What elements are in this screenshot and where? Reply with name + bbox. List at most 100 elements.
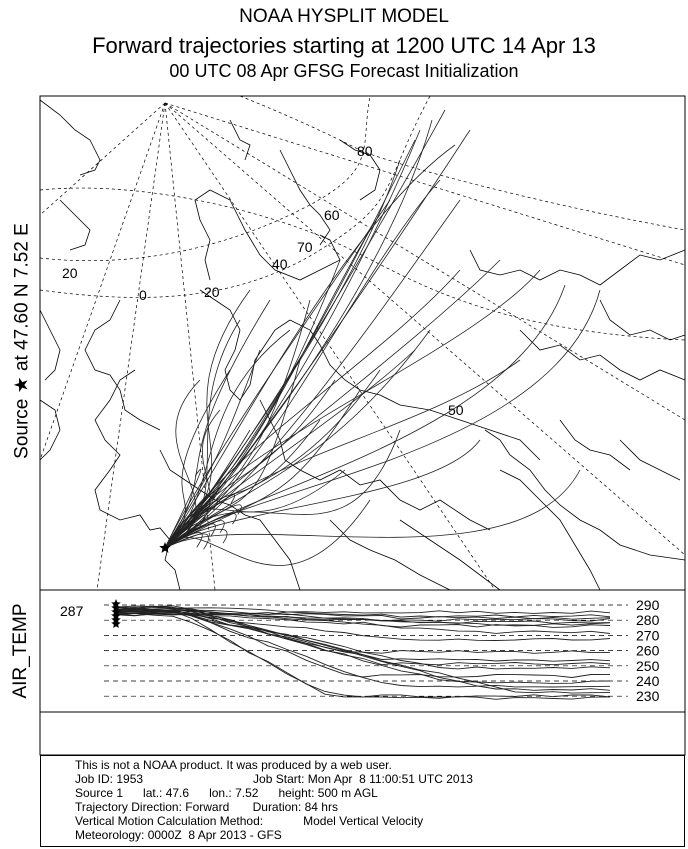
coastline bbox=[619, 439, 681, 481]
trajectory-line bbox=[164, 359, 301, 549]
meridian-line bbox=[39, 102, 166, 216]
coastlines bbox=[39, 99, 686, 591]
temp-curve bbox=[115, 612, 611, 694]
trajectory-line bbox=[164, 533, 210, 550]
coastline bbox=[599, 299, 686, 341]
trajectory-line bbox=[164, 494, 236, 549]
temp-level-label: 240 bbox=[636, 673, 660, 689]
temp-level-label: 270 bbox=[636, 627, 660, 643]
temp-curve bbox=[115, 610, 611, 624]
coastline bbox=[59, 199, 91, 251]
trajectory-line bbox=[164, 528, 179, 549]
trajectory-line bbox=[164, 179, 441, 549]
temp-curve bbox=[115, 610, 611, 617]
trajectory-line bbox=[164, 514, 206, 549]
trajectory-line bbox=[164, 349, 261, 549]
blank-panel bbox=[39, 711, 686, 756]
source-star bbox=[159, 542, 171, 553]
coastline bbox=[39, 399, 61, 461]
trajectory-line bbox=[164, 369, 381, 549]
trajectory-line bbox=[164, 329, 291, 549]
graticule-label: 0 bbox=[139, 287, 147, 303]
meridian-line bbox=[39, 102, 166, 461]
temp-curve bbox=[115, 605, 611, 691]
vertical-method-label: Vertical Motion Calculation Method: bbox=[75, 814, 264, 828]
chart-subtitle: Forward trajectories starting at 1200 UT… bbox=[92, 33, 596, 58]
temp-curve bbox=[115, 610, 611, 700]
meridian-line bbox=[164, 102, 686, 266]
graticule-label: 20 bbox=[62, 265, 78, 281]
trajectory-line bbox=[164, 500, 218, 549]
trajectory-line bbox=[164, 494, 208, 549]
trajectory-line bbox=[164, 504, 242, 549]
trajectory-line bbox=[164, 284, 566, 549]
temp-level-label: 230 bbox=[636, 688, 660, 704]
meridian-line bbox=[164, 102, 686, 556]
temp-curve bbox=[115, 608, 611, 670]
job-start: Job Start: Mon Apr 8 11:00:51 UTC 2013 bbox=[253, 772, 473, 786]
graticule-label: 60 bbox=[324, 207, 340, 223]
info-source: Source 1 lat.: 47.6 lon.: 7.52 height: 5… bbox=[75, 786, 378, 800]
temp-level-label: 260 bbox=[636, 643, 660, 659]
job-id: Job ID: 1953 bbox=[75, 772, 144, 786]
temp-curve bbox=[115, 612, 611, 641]
temp-curve bbox=[115, 607, 611, 626]
forecast-init: 00 UTC 08 Apr GFSG Forecast Initializati… bbox=[169, 61, 519, 81]
temp-level-label: 280 bbox=[636, 612, 660, 628]
temp-curve bbox=[115, 613, 611, 628]
trajectory-line bbox=[164, 379, 201, 549]
graticule-labels: 20 0 20 40 50 60 70 80 bbox=[62, 143, 464, 418]
meridian-line bbox=[164, 102, 686, 421]
info-disclaimer: This is not a NOAA product. It was produ… bbox=[75, 758, 392, 772]
air-temp-label: AIR_TEMP bbox=[10, 603, 31, 699]
graticule-label: 40 bbox=[272, 256, 288, 272]
coastline bbox=[559, 419, 631, 471]
temp-level-label: 250 bbox=[636, 658, 660, 674]
coastline bbox=[339, 139, 381, 201]
graticule-label: 70 bbox=[297, 239, 313, 255]
trajectory-line bbox=[164, 429, 401, 549]
coastline bbox=[84, 299, 161, 431]
coastline bbox=[329, 519, 451, 591]
trajectory-line bbox=[164, 469, 581, 549]
chart-title: NOAA HYSPLIT MODEL bbox=[239, 6, 449, 27]
trajectory-line bbox=[164, 389, 361, 549]
coastline bbox=[39, 99, 101, 176]
trajectory-line bbox=[164, 520, 225, 549]
trajectory-line bbox=[164, 269, 541, 549]
trajectory-line bbox=[164, 299, 271, 549]
trajectory-line bbox=[164, 439, 481, 549]
trajectory-line bbox=[164, 199, 391, 549]
coastline bbox=[159, 449, 301, 591]
info-box: This is not a NOAA product. It was produ… bbox=[40, 755, 685, 847]
trajectory-line bbox=[164, 259, 341, 549]
temp-curve bbox=[115, 613, 611, 698]
parallel-line bbox=[239, 95, 686, 231]
info-job: Job ID: 1953 Job Start: Mon Apr 8 11:00:5… bbox=[75, 772, 684, 786]
temp-start-star-icon bbox=[111, 619, 121, 628]
trajectory-line bbox=[164, 409, 221, 549]
trajectory-line bbox=[164, 229, 371, 549]
coastline bbox=[279, 149, 331, 246]
temp-curve bbox=[115, 610, 611, 654]
temp-start-value: 287 bbox=[60, 603, 84, 619]
coastline bbox=[194, 189, 341, 281]
coastline bbox=[469, 249, 686, 286]
source-star-icon bbox=[159, 542, 171, 553]
graticule-label: 50 bbox=[448, 402, 464, 418]
trajectory-line bbox=[164, 492, 218, 549]
info-direction: Trajectory Direction: Forward Duration: … bbox=[75, 800, 338, 814]
temp-curve bbox=[115, 611, 611, 688]
coastline bbox=[94, 369, 181, 591]
temp-level-label: 290 bbox=[636, 597, 660, 613]
coastline bbox=[484, 429, 686, 561]
info-vertical: Vertical Motion Calculation Method: Model… bbox=[75, 814, 684, 828]
parallel-line bbox=[39, 187, 686, 341]
coastline bbox=[199, 289, 291, 401]
trajectory-line bbox=[164, 144, 456, 549]
coastline bbox=[229, 119, 251, 161]
coastline bbox=[519, 329, 686, 381]
coastline bbox=[289, 319, 541, 461]
coastline bbox=[399, 519, 501, 591]
trajectory-line bbox=[164, 528, 228, 549]
